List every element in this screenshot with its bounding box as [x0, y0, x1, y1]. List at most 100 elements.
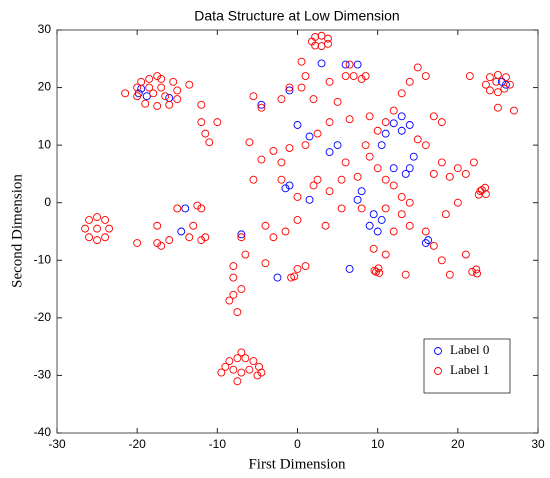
point — [421, 239, 430, 247]
point — [133, 239, 142, 247]
y-tick-label: 10 — [38, 137, 52, 151]
point — [149, 89, 158, 98]
point — [345, 264, 354, 273]
point — [197, 236, 206, 245]
point — [229, 273, 238, 282]
point — [93, 224, 102, 233]
point — [337, 204, 346, 213]
point — [305, 132, 314, 141]
x-axis-label: First Dimension — [248, 456, 346, 472]
point — [409, 152, 418, 161]
point — [277, 158, 286, 167]
chart-title: Data Structure at Low Dimension — [194, 8, 399, 24]
point — [333, 98, 342, 106]
point — [405, 121, 414, 129]
point — [381, 175, 390, 184]
point — [461, 169, 470, 178]
y-tick-label: 0 — [44, 195, 51, 209]
point — [287, 273, 296, 282]
point — [477, 186, 486, 194]
x-tick-label: 0 — [294, 437, 301, 451]
point — [181, 204, 190, 213]
point — [377, 216, 386, 224]
y-tick-label: -10 — [34, 252, 52, 266]
x-tick-label: 30 — [531, 437, 545, 451]
point — [445, 270, 454, 279]
point — [333, 141, 342, 150]
point — [237, 233, 246, 242]
point — [141, 99, 150, 108]
y-tick-label: -30 — [34, 368, 52, 382]
point — [217, 368, 226, 377]
y-tick-label: -20 — [34, 310, 52, 324]
point — [413, 63, 422, 72]
point — [341, 60, 350, 69]
point — [93, 213, 102, 222]
point — [249, 357, 258, 365]
point — [429, 112, 438, 121]
point — [297, 83, 306, 92]
point — [285, 144, 294, 152]
point — [165, 100, 174, 109]
point — [465, 72, 474, 81]
point — [429, 241, 438, 250]
point — [311, 32, 320, 41]
point — [445, 172, 454, 181]
point — [311, 41, 320, 50]
point — [245, 365, 254, 374]
point — [137, 77, 146, 86]
point — [201, 233, 210, 242]
point — [381, 250, 390, 259]
point — [85, 233, 94, 242]
point — [413, 135, 422, 144]
point — [290, 272, 299, 281]
point — [365, 221, 374, 230]
point — [349, 72, 358, 81]
point — [341, 158, 350, 167]
point — [241, 354, 250, 363]
point — [389, 106, 398, 115]
point — [345, 60, 354, 69]
point — [321, 221, 330, 230]
point — [177, 227, 186, 236]
point — [293, 216, 302, 224]
point — [505, 80, 514, 89]
point — [497, 77, 506, 86]
y-tick-label: 20 — [38, 80, 52, 94]
point — [375, 269, 384, 277]
point — [453, 164, 462, 173]
point — [237, 348, 246, 357]
point — [245, 138, 254, 147]
point — [370, 266, 379, 275]
point — [357, 187, 366, 196]
point — [161, 92, 170, 101]
point — [313, 175, 322, 184]
point — [173, 86, 182, 95]
point — [345, 115, 354, 124]
point — [485, 86, 494, 95]
point — [453, 198, 462, 207]
point — [317, 59, 326, 68]
point — [421, 141, 430, 150]
legend-label: Label 1 — [450, 362, 489, 377]
point — [133, 92, 142, 101]
point — [233, 308, 242, 317]
point — [197, 100, 206, 109]
point — [405, 164, 414, 173]
point — [193, 201, 202, 210]
point — [297, 57, 306, 66]
point — [397, 89, 406, 98]
point — [441, 210, 450, 219]
point — [501, 73, 510, 82]
point — [261, 221, 270, 230]
point — [285, 86, 294, 95]
x-tick-label: 10 — [371, 437, 385, 451]
point — [397, 112, 406, 121]
point — [145, 74, 154, 83]
point — [501, 80, 510, 89]
point — [389, 164, 398, 173]
point — [257, 368, 266, 377]
point — [389, 227, 398, 236]
legend-box — [423, 338, 511, 394]
point — [213, 118, 222, 127]
